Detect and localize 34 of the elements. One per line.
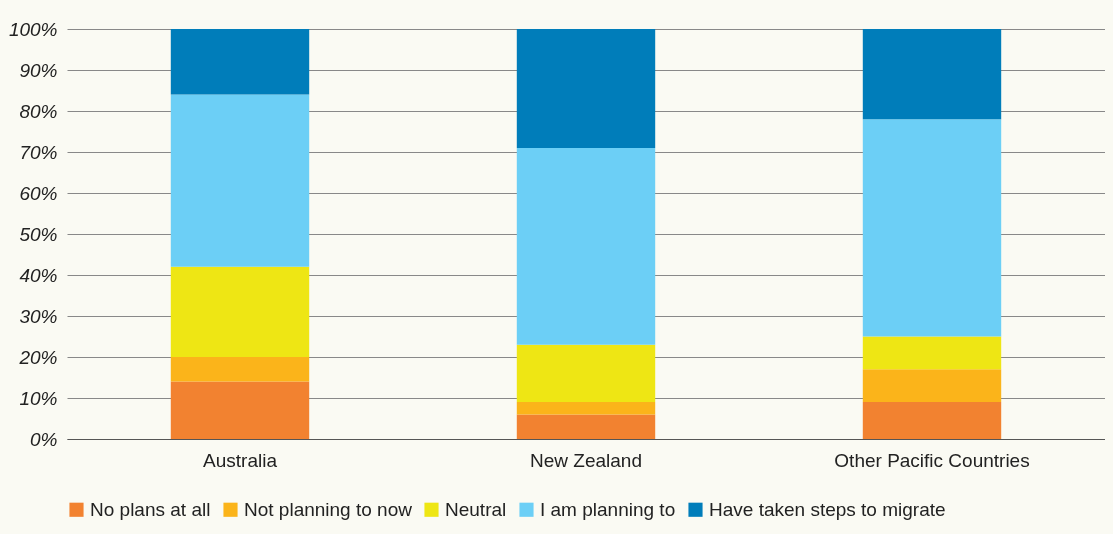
y-tick-label: 100% bbox=[8, 18, 58, 40]
x-tick-label: New Zealand bbox=[530, 449, 642, 471]
bar bbox=[170, 357, 310, 382]
y-tick-label: 90% bbox=[19, 59, 58, 81]
bar bbox=[170, 266, 310, 357]
y-tick-label: 30% bbox=[19, 305, 58, 327]
legend-label: No plans at all bbox=[90, 498, 211, 520]
y-tick-label: 50% bbox=[19, 223, 58, 245]
bar bbox=[862, 369, 1002, 403]
bar bbox=[516, 414, 656, 439]
y-tick-label: 80% bbox=[19, 100, 58, 122]
y-tick-label: 60% bbox=[19, 182, 58, 204]
bar bbox=[170, 94, 310, 267]
bar bbox=[862, 336, 1002, 370]
legend-label: Neutral bbox=[445, 498, 507, 520]
bar bbox=[516, 29, 656, 148]
bar bbox=[170, 381, 310, 439]
bar bbox=[862, 119, 1002, 337]
x-tick-label: Australia bbox=[203, 449, 278, 471]
bar bbox=[516, 344, 656, 403]
x-tick-label: Other Pacific Countries bbox=[834, 449, 1030, 471]
bar bbox=[862, 402, 1002, 439]
y-tick-label: 40% bbox=[19, 264, 58, 286]
y-tick-label: 20% bbox=[18, 346, 58, 368]
y-tick-label: 70% bbox=[19, 141, 58, 163]
bar bbox=[170, 29, 310, 95]
bar bbox=[516, 147, 656, 345]
legend-label: I am planning to bbox=[540, 498, 676, 520]
y-tick-label: 0% bbox=[30, 428, 58, 450]
bar bbox=[862, 29, 1002, 120]
bar bbox=[516, 402, 656, 415]
legend-label: Have taken steps to migrate bbox=[709, 498, 946, 520]
y-tick-label: 10% bbox=[19, 387, 58, 409]
legend-label: Not planning to now bbox=[244, 498, 413, 520]
